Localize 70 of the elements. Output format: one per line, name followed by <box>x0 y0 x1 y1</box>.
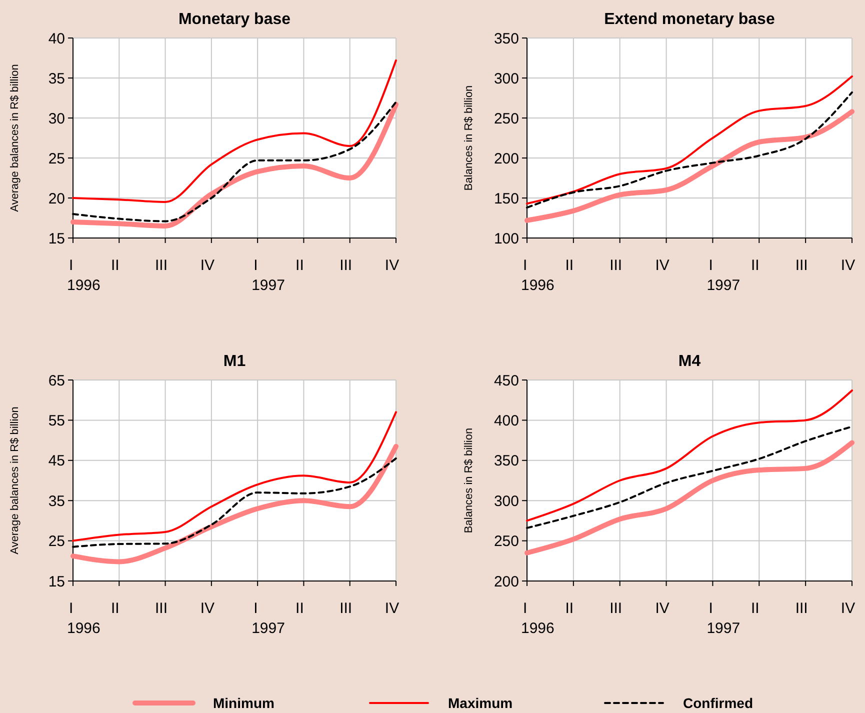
x-tick-label: IV <box>200 600 215 617</box>
y-tick-label: 150 <box>494 190 519 208</box>
x-tick-label: III <box>795 600 808 617</box>
y-tick-label: 200 <box>494 150 519 168</box>
y-tick-label: 300 <box>494 492 519 510</box>
x-tick-label: II <box>296 600 304 617</box>
x-tick-label: IV <box>655 257 670 274</box>
y-axis-title: Balances in R$ billion <box>463 428 475 534</box>
line-series <box>72 59 397 203</box>
x-tick-label: III <box>795 257 808 274</box>
chart-title: M1 <box>223 353 246 370</box>
x-tick-label: III <box>610 257 622 274</box>
x-tick-label: I 1996 <box>67 600 100 637</box>
y-tick-label: 200 <box>494 573 519 590</box>
y-tick-label: 25 <box>48 150 65 168</box>
legend-label: Minimum <box>213 695 274 711</box>
x-tick-label: IV <box>840 600 856 617</box>
y-tick-label: 35 <box>48 492 65 510</box>
x-tick-label: II <box>750 600 760 617</box>
y-tick-label: 250 <box>494 110 519 128</box>
line-series <box>72 411 397 542</box>
x-tick-label: IV <box>384 257 400 274</box>
x-tick-label: III <box>340 257 352 274</box>
y-tick-label: 25 <box>48 533 65 550</box>
x-tick-label: I 1997 <box>252 257 285 294</box>
x-tick-label: II <box>110 600 120 617</box>
x-tick-label: III <box>340 600 352 617</box>
y-tick-label: 55 <box>48 412 65 430</box>
y-tick-label: 65 <box>48 372 65 390</box>
y-tick-label: 300 <box>494 70 519 88</box>
x-tick-label: IV <box>200 257 215 274</box>
y-tick-label: 100 <box>494 230 519 248</box>
x-tick-label: III <box>155 257 168 274</box>
x-tick-label: II <box>750 257 760 274</box>
y-tick-label: 40 <box>48 30 65 48</box>
chart-title: Extend monetary base <box>604 11 775 28</box>
x-tick-label: I 1997 <box>706 600 740 637</box>
legend-label: Confirmed <box>683 695 753 711</box>
x-tick-label: II <box>565 600 574 617</box>
y-tick-label: 35 <box>48 70 65 88</box>
x-tick-label: I 1997 <box>252 600 285 637</box>
y-tick-label: 15 <box>48 573 65 590</box>
x-tick-label: III <box>610 600 622 617</box>
y-axis-title: Balances in R$ billion <box>463 85 475 191</box>
x-tick-label: I 1996 <box>521 600 554 637</box>
x-tick-label: III <box>155 600 168 617</box>
x-tick-label: I 1996 <box>521 257 554 294</box>
x-tick-label: IV <box>840 257 856 274</box>
y-axis-title: Average balances in R$ billion <box>9 406 21 554</box>
x-tick-label: II <box>565 257 574 274</box>
y-tick-label: 45 <box>48 452 65 470</box>
y-tick-label: 15 <box>48 230 65 248</box>
y-tick-label: 30 <box>48 110 65 128</box>
x-tick-label: I 1997 <box>706 257 740 294</box>
x-tick-label: IV <box>384 600 400 617</box>
y-tick-label: 250 <box>494 533 519 550</box>
chart-title: Monetary base <box>178 11 291 28</box>
x-tick-label: I 1996 <box>67 257 100 294</box>
y-tick-label: 400 <box>494 412 519 430</box>
y-tick-label: 350 <box>494 30 519 48</box>
x-tick-label: II <box>110 257 120 274</box>
x-tick-label: IV <box>655 600 670 617</box>
line-series <box>526 389 853 522</box>
y-axis-title: Average balances in R$ billion <box>9 64 21 212</box>
y-tick-label: 450 <box>494 372 519 390</box>
y-tick-label: 20 <box>48 190 65 208</box>
chart-title: M4 <box>678 353 701 370</box>
y-tick-label: 350 <box>494 452 519 470</box>
x-tick-label: II <box>296 257 304 274</box>
legend-label: Maximum <box>448 695 513 711</box>
